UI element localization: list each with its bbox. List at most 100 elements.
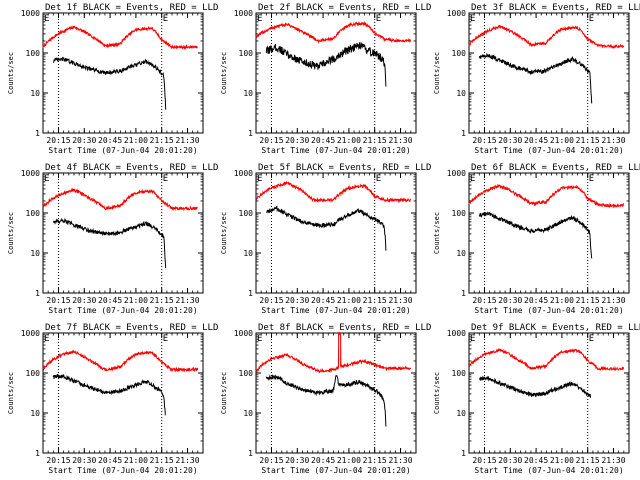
plot-frame xyxy=(42,12,204,134)
panel-title: Det 3f BLACK = Events, RED = LLD xyxy=(471,3,640,13)
y-tick-label: 1000 xyxy=(234,329,253,338)
y-tick-label: 100 xyxy=(26,49,41,58)
y-tick-label: 100 xyxy=(239,49,254,58)
lld-series-line xyxy=(42,187,198,212)
panel-title: Det 4f BLACK = Events, RED = LLD xyxy=(45,163,218,173)
panel-title: Det 7f BLACK = Events, RED = LLD xyxy=(45,323,218,333)
panel-title: Det 5f BLACK = Events, RED = LLD xyxy=(258,163,431,173)
y-tick-label: 10 xyxy=(243,249,253,258)
x-axis-label: Start Time (07-Jun-04 20:01:20) xyxy=(48,306,197,315)
y-tick-label: 1 xyxy=(461,449,466,458)
y-tick-label: 1000 xyxy=(234,169,253,178)
x-tick-label: 20:30 xyxy=(72,136,96,145)
x-tick-label: 20:15 xyxy=(259,296,283,305)
x-axis-label: Start Time (07-Jun-04 20:01:20) xyxy=(261,306,410,315)
x-tick-label: 20:30 xyxy=(498,296,522,305)
x-tick-label: 20:45 xyxy=(98,136,122,145)
y-tick-label: 10 xyxy=(243,89,253,98)
y-axis-label: Counts/sec xyxy=(7,52,15,94)
lld-series-line xyxy=(468,183,625,209)
y-tick-label: 1000 xyxy=(447,9,466,18)
plot-frame xyxy=(42,332,204,454)
e-flag-label: E xyxy=(589,334,594,344)
e-flag-label: E xyxy=(257,334,262,344)
y-tick-label: 1 xyxy=(35,449,40,458)
x-axis-label: Start Time (07-Jun-04 20:01:20) xyxy=(48,146,197,155)
panel-title: Det 9f BLACK = Events, RED = LLD xyxy=(471,323,640,333)
x-tick-label: 21:00 xyxy=(337,136,361,145)
y-axis-label: Counts/sec xyxy=(433,212,441,254)
y-axis-label: Counts/sec xyxy=(433,372,441,414)
e-flag-label: E xyxy=(589,174,594,184)
y-tick-label: 1 xyxy=(248,449,253,458)
y-tick-label: 100 xyxy=(239,209,254,218)
y-tick-label: 10 xyxy=(456,249,466,258)
x-tick-label: 21:30 xyxy=(388,136,412,145)
x-tick-label: 20:15 xyxy=(472,296,496,305)
e-flag-label: E xyxy=(44,334,49,344)
y-tick-label: 1 xyxy=(461,289,466,298)
x-tick-label: 21:30 xyxy=(175,456,199,465)
y-tick-label: 100 xyxy=(452,369,467,378)
panel-title: Det 6f BLACK = Events, RED = LLD xyxy=(471,163,640,173)
x-tick-label: 21:15 xyxy=(576,296,600,305)
lld-series-line xyxy=(42,349,199,373)
y-tick-label: 1 xyxy=(35,129,40,138)
plot-frame xyxy=(468,332,630,454)
y-tick-label: 10 xyxy=(30,409,40,418)
x-axis-label: Start Time (07-Jun-04 20:01:20) xyxy=(474,146,623,155)
x-tick-label: 21:30 xyxy=(175,136,199,145)
x-axis-label: Start Time (07-Jun-04 20:01:20) xyxy=(48,466,197,475)
x-tick-label: 20:45 xyxy=(98,296,122,305)
x-axis-label: Start Time (07-Jun-04 20:01:20) xyxy=(474,306,623,315)
e-flag-label: E xyxy=(589,14,594,24)
x-tick-label: 20:30 xyxy=(498,456,522,465)
plot-frame xyxy=(255,12,417,134)
x-tick-label: 21:00 xyxy=(550,456,574,465)
x-tick-label: 21:30 xyxy=(601,456,625,465)
x-tick-label: 20:30 xyxy=(285,136,309,145)
panel-det-9: Det 9f BLACK = Events, RED = LLD 1 10 100 10… xyxy=(433,323,640,475)
x-tick-label: 20:45 xyxy=(98,456,122,465)
x-tick-label: 20:45 xyxy=(311,136,335,145)
x-tick-label: 20:15 xyxy=(46,136,70,145)
e-flag-label: E xyxy=(257,14,262,24)
y-axis-label: Counts/sec xyxy=(7,212,15,254)
x-tick-label: 20:45 xyxy=(524,296,548,305)
e-flag-label: E xyxy=(470,334,475,344)
y-axis-label: Counts/sec xyxy=(220,372,228,414)
events-series-line xyxy=(52,373,166,416)
events-series-line xyxy=(266,205,387,251)
events-series-line xyxy=(52,217,167,269)
x-tick-label: 20:45 xyxy=(311,456,335,465)
x-tick-label: 21:00 xyxy=(550,296,574,305)
lld-series-line xyxy=(468,348,625,372)
x-tick-label: 21:30 xyxy=(175,296,199,305)
y-axis-label: Counts/sec xyxy=(433,52,441,94)
y-tick-label: 1 xyxy=(461,129,466,138)
y-tick-label: 1000 xyxy=(447,329,466,338)
y-tick-label: 1000 xyxy=(21,169,40,178)
y-tick-label: 10 xyxy=(30,249,40,258)
e-flag-label: E xyxy=(44,14,49,24)
x-tick-label: 20:45 xyxy=(524,456,548,465)
y-tick-label: 1 xyxy=(248,289,253,298)
y-axis-label: Counts/sec xyxy=(7,372,15,414)
y-tick-label: 1000 xyxy=(447,169,466,178)
x-tick-label: 21:15 xyxy=(576,456,600,465)
x-tick-label: 21:15 xyxy=(363,296,387,305)
e-flag-label: E xyxy=(376,334,381,344)
plot-frame xyxy=(468,12,630,134)
events-series-line xyxy=(479,375,592,398)
lld-series-line xyxy=(255,20,412,44)
x-tick-label: 21:30 xyxy=(388,296,412,305)
y-tick-label: 10 xyxy=(243,409,253,418)
y-tick-label: 1000 xyxy=(21,329,40,338)
e-flag-label: E xyxy=(257,174,262,184)
x-tick-label: 21:15 xyxy=(363,136,387,145)
events-series-line xyxy=(478,211,593,259)
x-tick-label: 20:30 xyxy=(285,456,309,465)
e-flag-label: E xyxy=(376,174,381,184)
plot-frame xyxy=(255,172,417,294)
